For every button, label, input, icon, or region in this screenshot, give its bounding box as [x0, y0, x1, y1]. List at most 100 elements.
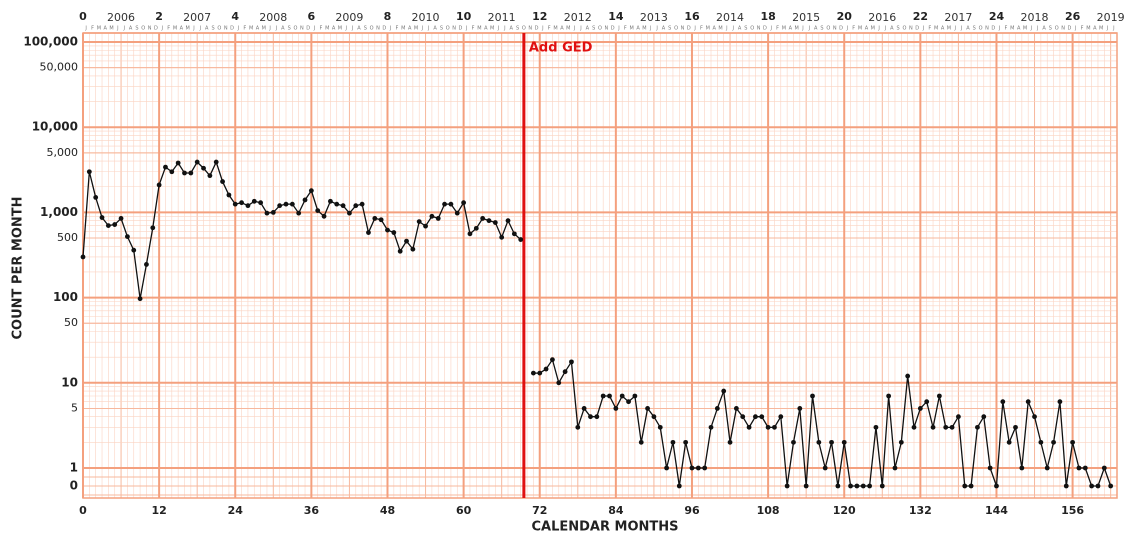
month-letter: A	[789, 26, 793, 32]
month-letter: O	[217, 26, 221, 32]
month-letter: J	[497, 26, 499, 32]
month-letter: A	[433, 26, 437, 32]
data-point	[296, 210, 302, 216]
data-point	[473, 225, 479, 231]
month-letter: F	[548, 26, 551, 32]
month-letter: J	[421, 26, 423, 32]
data-point	[385, 227, 390, 233]
month-letter: J	[953, 26, 955, 32]
month-letter: M	[1099, 26, 1103, 32]
data-point	[1076, 465, 1082, 471]
data-point	[423, 223, 428, 229]
data-point	[340, 203, 346, 209]
data-point	[334, 201, 340, 207]
month-letter: S	[592, 26, 595, 32]
data-point	[886, 393, 892, 399]
month-letter: D	[535, 26, 539, 32]
top-tick-label: 16	[684, 10, 700, 23]
month-letter: D	[230, 26, 234, 32]
month-letter: A	[890, 26, 894, 32]
data-point	[657, 424, 663, 430]
month-letter: A	[484, 26, 488, 32]
data-point	[1000, 399, 1006, 405]
data-point	[537, 370, 543, 376]
month-letter: O	[826, 26, 830, 32]
data-point	[93, 194, 99, 200]
data-point	[131, 247, 137, 253]
month-letter: J	[122, 26, 124, 32]
year-label: 2012	[564, 11, 592, 24]
month-letter: A	[1093, 26, 1097, 32]
data-point	[429, 213, 435, 219]
data-point	[816, 439, 822, 445]
data-point	[435, 216, 441, 221]
data-point	[714, 406, 720, 411]
data-point	[1070, 439, 1075, 445]
month-letter: J	[801, 26, 803, 32]
month-letter: S	[668, 26, 671, 32]
data-point	[347, 210, 352, 216]
data-point	[651, 414, 657, 420]
month-letter: M	[186, 26, 190, 32]
month-letter: N	[909, 26, 913, 32]
data-point	[708, 424, 714, 430]
month-letter: F	[852, 26, 855, 32]
data-point	[943, 424, 949, 430]
data-point	[911, 424, 917, 430]
data-point	[80, 254, 86, 260]
month-letter: A	[865, 26, 869, 32]
year-label: 2007	[183, 11, 211, 24]
data-point	[841, 439, 847, 445]
year-label: 2011	[488, 11, 516, 24]
top-tick-label: 18	[760, 10, 775, 23]
data-point	[1063, 483, 1069, 489]
month-letter: D	[1067, 26, 1071, 32]
data-point	[156, 182, 162, 188]
month-letter: J	[998, 26, 1000, 32]
data-point	[144, 262, 149, 267]
month-letter: J	[345, 26, 347, 32]
data-point	[112, 222, 118, 227]
data-point	[873, 424, 879, 430]
data-point	[879, 483, 885, 489]
data-point	[860, 483, 866, 489]
data-point	[556, 380, 562, 386]
data-point	[486, 218, 492, 224]
month-letter: J	[1074, 26, 1076, 32]
y-tick-label: 50,000	[40, 61, 79, 74]
data-point	[854, 483, 860, 489]
month-letter: M	[401, 26, 405, 32]
month-letter: A	[966, 26, 970, 32]
month-letter: N	[148, 26, 152, 32]
data-point	[359, 201, 365, 207]
month-letter: J	[649, 26, 651, 32]
month-letter: A	[941, 26, 945, 32]
month-letter: J	[199, 26, 201, 32]
data-point	[772, 424, 777, 430]
y-tick-label: 100,000	[23, 35, 78, 49]
month-letter: M	[325, 26, 329, 32]
month-letter: N	[224, 26, 228, 32]
data-point	[949, 424, 955, 430]
data-point	[480, 216, 486, 221]
data-point	[632, 393, 638, 399]
annotation: Add GED	[529, 41, 593, 56]
year-label: 2009	[335, 11, 363, 24]
top-tick-label: 4	[231, 10, 239, 23]
top-tick-label: 8	[384, 10, 392, 23]
month-letter: M	[338, 26, 342, 32]
month-letter: J	[617, 26, 619, 32]
x-tick-label: 132	[909, 504, 932, 517]
month-letter: F	[472, 26, 475, 32]
data-point	[1025, 399, 1031, 405]
data-point	[664, 465, 670, 471]
month-letter: J	[161, 26, 163, 32]
month-letter: M	[1023, 26, 1027, 32]
year-label: 2015	[792, 11, 820, 24]
data-point	[676, 483, 682, 489]
data-point	[366, 230, 371, 235]
month-letter: N	[833, 26, 837, 32]
data-point	[454, 210, 460, 216]
month-letter: M	[782, 26, 786, 32]
month-letter: M	[109, 26, 113, 32]
